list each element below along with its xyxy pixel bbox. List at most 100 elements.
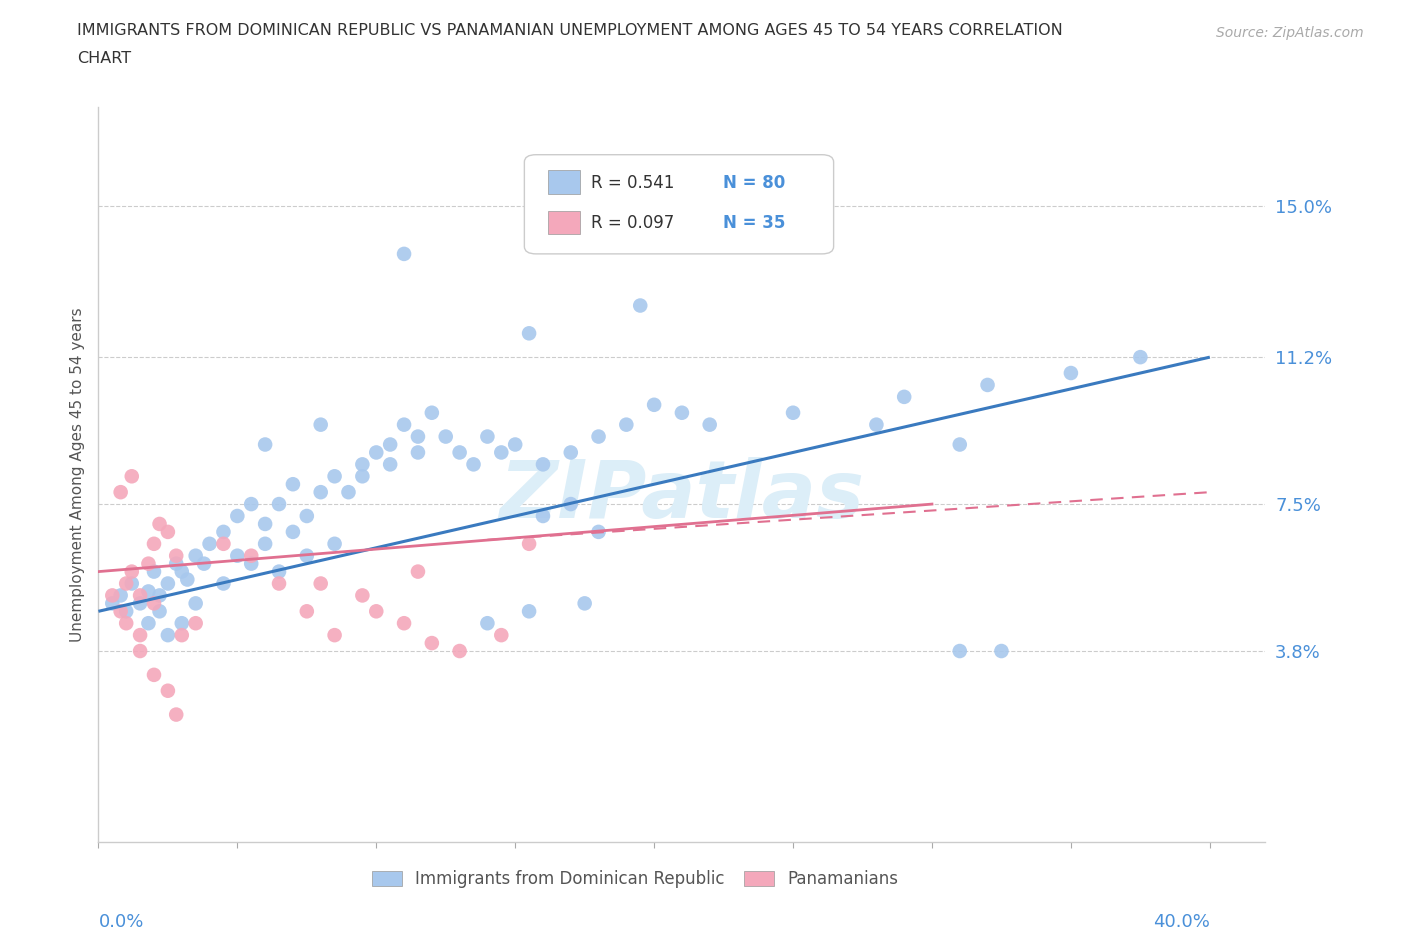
Point [491, 445, 513, 460]
Point [699, 418, 721, 432]
Point [406, 445, 429, 460]
Text: CHART: CHART [77, 51, 131, 66]
Point [337, 485, 360, 499]
Text: R = 0.541: R = 0.541 [591, 174, 675, 192]
Point [101, 596, 124, 611]
FancyBboxPatch shape [524, 154, 834, 254]
Point [121, 565, 143, 579]
Point [560, 497, 582, 512]
Point [671, 405, 693, 420]
Text: IMMIGRANTS FROM DOMINICAN REPUBLIC VS PANAMANIAN UNEMPLOYMENT AMONG AGES 45 TO 5: IMMIGRANTS FROM DOMINICAN REPUBLIC VS PA… [77, 23, 1063, 38]
Text: 0.0%: 0.0% [98, 913, 143, 930]
Y-axis label: Unemployment Among Ages 45 to 54 years: Unemployment Among Ages 45 to 54 years [69, 307, 84, 642]
Text: N = 35: N = 35 [723, 214, 785, 232]
Point [323, 628, 346, 643]
Point [588, 429, 610, 444]
Point [420, 635, 443, 650]
Point [267, 576, 290, 591]
Point [129, 644, 152, 658]
Point [588, 525, 610, 539]
Point [295, 509, 318, 524]
Text: Source: ZipAtlas.com: Source: ZipAtlas.com [1216, 26, 1364, 40]
Point [352, 457, 374, 472]
Point [295, 549, 318, 564]
Point [121, 469, 143, 484]
Point [406, 565, 429, 579]
Point [449, 445, 471, 460]
Point [420, 405, 443, 420]
Point [156, 684, 179, 698]
Text: ZIPatlas: ZIPatlas [499, 458, 865, 536]
Point [198, 537, 221, 551]
Point [503, 437, 526, 452]
Point [121, 576, 143, 591]
Point [531, 457, 554, 472]
Point [309, 576, 332, 591]
Point [392, 246, 415, 261]
Point [406, 429, 429, 444]
Point [184, 616, 207, 631]
Point [226, 509, 249, 524]
Point [212, 576, 235, 591]
Point [366, 445, 388, 460]
Point [477, 429, 499, 444]
Point [380, 457, 402, 472]
Point [643, 397, 665, 412]
Point [392, 616, 415, 631]
Point [893, 390, 915, 405]
Point [976, 378, 998, 392]
Text: 40.0%: 40.0% [1153, 913, 1209, 930]
Point [212, 525, 235, 539]
Point [491, 628, 513, 643]
Point [517, 326, 540, 340]
Point [156, 628, 179, 643]
Point [254, 437, 277, 452]
Point [254, 537, 277, 551]
Point [281, 525, 304, 539]
Text: R = 0.097: R = 0.097 [591, 214, 673, 232]
Point [170, 616, 193, 631]
FancyBboxPatch shape [548, 210, 581, 234]
Point [129, 596, 152, 611]
Point [240, 497, 263, 512]
Point [352, 588, 374, 603]
Point [990, 644, 1012, 658]
Point [517, 537, 540, 551]
Point [254, 516, 277, 531]
FancyBboxPatch shape [548, 170, 581, 193]
Point [323, 537, 346, 551]
Point [352, 469, 374, 484]
Point [240, 549, 263, 564]
Point [380, 437, 402, 452]
Point [309, 418, 332, 432]
Point [156, 576, 179, 591]
Point [170, 628, 193, 643]
Point [148, 604, 170, 618]
Point [1129, 350, 1152, 365]
Point [1060, 365, 1083, 380]
Point [865, 418, 887, 432]
Point [129, 588, 152, 603]
Point [184, 596, 207, 611]
Point [176, 572, 198, 587]
Point [115, 616, 138, 631]
Point [449, 644, 471, 658]
Point [226, 549, 249, 564]
Point [309, 485, 332, 499]
Point [614, 418, 637, 432]
Point [392, 418, 415, 432]
Point [574, 596, 596, 611]
Point [143, 565, 166, 579]
Point [143, 537, 166, 551]
Point [628, 299, 651, 313]
Point [193, 556, 215, 571]
Point [138, 556, 160, 571]
Point [531, 509, 554, 524]
Point [165, 707, 187, 722]
Point [212, 537, 235, 551]
Point [240, 556, 263, 571]
Point [110, 588, 132, 603]
Point [101, 588, 124, 603]
Point [267, 565, 290, 579]
Point [110, 604, 132, 618]
